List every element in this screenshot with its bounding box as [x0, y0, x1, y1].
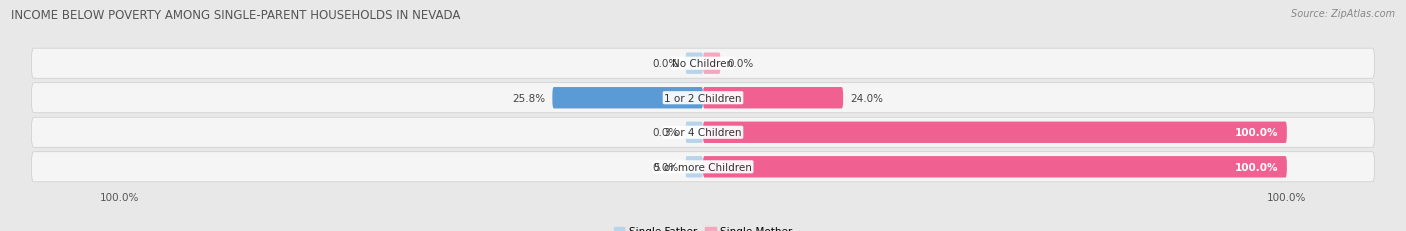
Text: 0.0%: 0.0%: [727, 59, 754, 69]
FancyBboxPatch shape: [31, 118, 1375, 148]
Text: 0.0%: 0.0%: [652, 162, 679, 172]
FancyBboxPatch shape: [686, 53, 703, 75]
Text: INCOME BELOW POVERTY AMONG SINGLE-PARENT HOUSEHOLDS IN NEVADA: INCOME BELOW POVERTY AMONG SINGLE-PARENT…: [11, 9, 461, 22]
Text: 24.0%: 24.0%: [851, 93, 883, 103]
Text: 0.0%: 0.0%: [652, 128, 679, 138]
Text: 1 or 2 Children: 1 or 2 Children: [664, 93, 742, 103]
Legend: Single Father, Single Mother: Single Father, Single Mother: [610, 222, 796, 231]
FancyBboxPatch shape: [31, 152, 1375, 182]
FancyBboxPatch shape: [553, 88, 703, 109]
Text: 0.0%: 0.0%: [652, 59, 679, 69]
Text: 5 or more Children: 5 or more Children: [654, 162, 752, 172]
FancyBboxPatch shape: [703, 53, 720, 75]
Text: 100.0%: 100.0%: [1234, 128, 1278, 138]
FancyBboxPatch shape: [686, 122, 703, 143]
Text: 25.8%: 25.8%: [512, 93, 546, 103]
Text: No Children: No Children: [672, 59, 734, 69]
FancyBboxPatch shape: [703, 88, 844, 109]
FancyBboxPatch shape: [703, 122, 1286, 143]
Text: 100.0%: 100.0%: [1234, 162, 1278, 172]
Text: Source: ZipAtlas.com: Source: ZipAtlas.com: [1291, 9, 1395, 19]
FancyBboxPatch shape: [31, 83, 1375, 113]
FancyBboxPatch shape: [686, 156, 703, 178]
FancyBboxPatch shape: [31, 49, 1375, 79]
FancyBboxPatch shape: [703, 156, 1286, 178]
Text: 3 or 4 Children: 3 or 4 Children: [664, 128, 742, 138]
